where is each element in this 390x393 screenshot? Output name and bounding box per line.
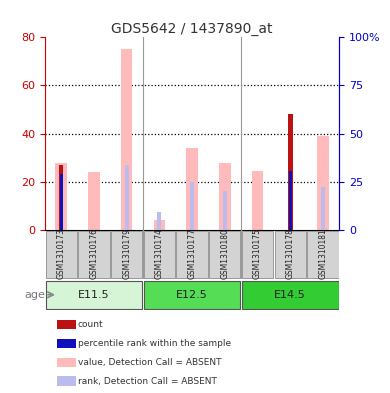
- Text: GSM1310179: GSM1310179: [122, 228, 131, 279]
- Text: rank, Detection Call = ABSENT: rank, Detection Call = ABSENT: [78, 377, 217, 386]
- Bar: [307, 231, 339, 278]
- Text: GSM1310180: GSM1310180: [220, 228, 229, 279]
- Bar: [57, 339, 76, 348]
- Bar: [252, 171, 263, 230]
- Bar: [144, 231, 175, 278]
- Bar: [57, 358, 76, 367]
- Bar: [321, 187, 325, 230]
- Bar: [154, 220, 165, 230]
- Title: GDS5642 / 1437890_at: GDS5642 / 1437890_at: [111, 22, 273, 36]
- Text: GSM1310178: GSM1310178: [286, 228, 295, 279]
- Text: GSM1310173: GSM1310173: [57, 228, 66, 279]
- Text: percentile rank within the sample: percentile rank within the sample: [78, 339, 231, 348]
- Bar: [242, 231, 273, 278]
- Bar: [219, 162, 230, 230]
- Bar: [186, 148, 198, 230]
- Bar: [78, 231, 110, 278]
- Bar: [46, 231, 77, 278]
- Text: GSM1310181: GSM1310181: [319, 228, 328, 279]
- Bar: [125, 165, 129, 230]
- Bar: [275, 231, 306, 278]
- Bar: [57, 376, 76, 386]
- Bar: [144, 281, 241, 309]
- Text: E12.5: E12.5: [176, 290, 208, 300]
- Text: value, Detection Call = ABSENT: value, Detection Call = ABSENT: [78, 358, 222, 367]
- Text: GSM1310175: GSM1310175: [253, 228, 262, 279]
- Text: E11.5: E11.5: [78, 290, 110, 300]
- Text: GSM1310177: GSM1310177: [188, 228, 197, 279]
- Text: GSM1310176: GSM1310176: [89, 228, 98, 279]
- Bar: [190, 182, 194, 230]
- Bar: [289, 171, 292, 230]
- Bar: [55, 162, 67, 230]
- Bar: [59, 165, 64, 230]
- Text: GSM1310174: GSM1310174: [155, 228, 164, 279]
- Bar: [111, 231, 142, 278]
- Bar: [88, 172, 100, 230]
- Bar: [242, 281, 339, 309]
- Bar: [317, 136, 329, 230]
- Bar: [46, 281, 142, 309]
- Bar: [209, 231, 241, 278]
- Bar: [176, 231, 208, 278]
- Bar: [223, 191, 227, 230]
- Bar: [288, 114, 292, 230]
- Text: E14.5: E14.5: [274, 290, 306, 300]
- Bar: [57, 320, 76, 329]
- Bar: [121, 50, 132, 230]
- Text: age: age: [24, 290, 45, 300]
- Bar: [158, 211, 161, 230]
- Text: count: count: [78, 320, 103, 329]
- Bar: [60, 174, 63, 230]
